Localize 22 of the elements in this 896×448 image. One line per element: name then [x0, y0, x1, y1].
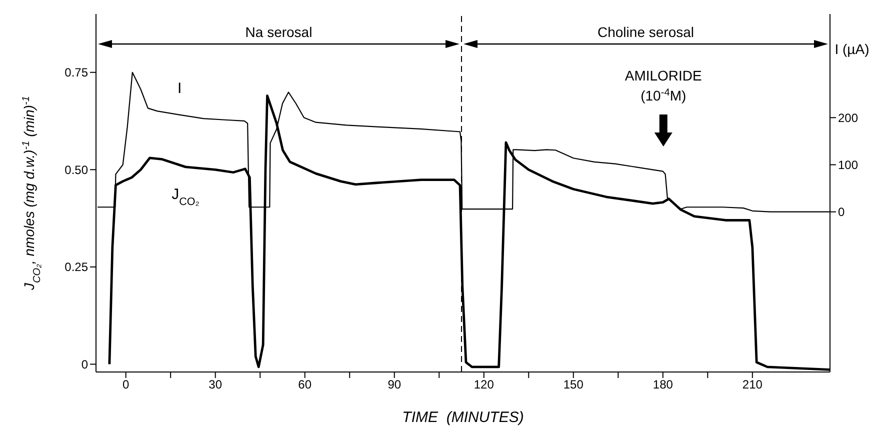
y2-tick-label: 0 — [838, 205, 845, 220]
series-label: I — [177, 80, 182, 97]
y-tick-label: 0.75 — [64, 66, 88, 80]
y2-axis-title: I (µA) — [834, 41, 870, 57]
x-tick-label: 150 — [563, 378, 584, 392]
x-tick-label: 60 — [298, 378, 312, 392]
x-axis-title: TIME (MINUTES) — [402, 409, 524, 426]
x-tick-label: 120 — [474, 378, 494, 392]
annotation: Na serosal — [245, 24, 312, 40]
series-label: J$_{CO₂}$ — [172, 186, 200, 208]
y2-tick-label: 100 — [838, 158, 858, 172]
annotation: AMILORIDE (10$^{-4}$M) — [624, 67, 702, 104]
x-tick-label: 0 — [122, 378, 130, 392]
y2-tick-label: 200 — [838, 110, 858, 125]
y-tick-label: 0.25 — [64, 260, 88, 274]
y-tick-label: 0 — [81, 357, 88, 372]
x-tick-label: 90 — [388, 378, 402, 392]
x-tick-label: 30 — [208, 378, 222, 392]
y-tick-label: 0.50 — [64, 162, 88, 177]
annotation: Choline serosal — [598, 24, 694, 40]
x-tick-label: 210 — [742, 378, 763, 392]
x-tick-label: 180 — [652, 378, 674, 392]
